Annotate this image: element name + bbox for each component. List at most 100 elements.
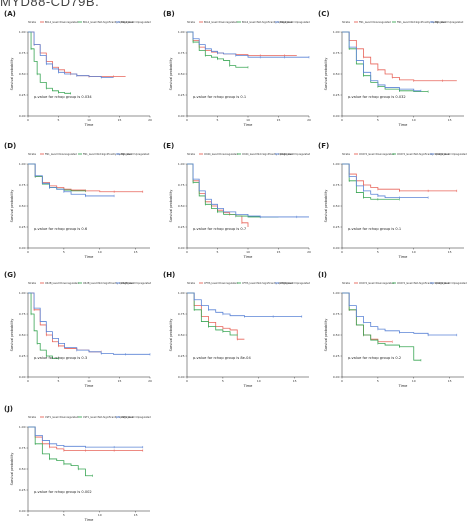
y-tick-label: 0.50 <box>19 204 26 208</box>
y-tick-label: 0.25 <box>178 354 185 358</box>
y-tick-label: 0.25 <box>178 225 185 229</box>
y-tick-label: 1.00 <box>19 162 26 166</box>
y-tick-label: 0.00 <box>19 375 26 379</box>
legend-entry: CSF1_level=Upregulated <box>121 416 151 419</box>
km-panel-5: (E) Strata CD44_level=Downregulated CD44_le… <box>163 142 311 259</box>
survival-curve-1 <box>28 31 126 77</box>
panel-label: (F) <box>318 142 329 150</box>
km-panel-10: (J) Strata CSF1_level=Downregulated CSF1_le… <box>4 405 151 522</box>
p-value-annotation: p-value for rchop group is 0.2 <box>348 356 401 360</box>
survival-curve-1 <box>28 163 143 193</box>
x-tick-label: 5 <box>58 379 60 383</box>
p-value-annotation: p-value for rchop group is 0.032 <box>348 95 406 99</box>
x-tick-label: 15 <box>448 250 452 254</box>
y-tick-label: 0.00 <box>333 114 340 118</box>
survival-curve-3 <box>342 163 429 198</box>
p-value-annotation: p-value for rchop group is 0.7 <box>193 227 246 231</box>
legend-entry: CD274_level=Downregulated <box>359 282 395 285</box>
y-axis-label: Survival probability <box>169 190 173 223</box>
km-panel-8: (H) Strata CFHS_level=Downregulated CFHS_le… <box>163 271 310 388</box>
y-tick-label: 0.25 <box>19 225 26 229</box>
y-tick-label: 0.75 <box>333 312 340 316</box>
panel-label: (G) <box>4 271 16 279</box>
x-axis-label: Time <box>84 255 95 259</box>
y-tick-label: 0.00 <box>178 375 185 379</box>
x-tick-label: 5 <box>377 118 379 122</box>
legend-title: Strata <box>342 152 350 156</box>
x-tick-label: 0 <box>27 379 29 383</box>
x-tick-label: 0 <box>27 250 29 254</box>
legend-entry: FN1_level=Not-Significantly Upregulated <box>397 21 446 24</box>
legend-entry: FN1_level=Downregulated <box>45 153 77 156</box>
figure-caption-fragment: MYD88-CD79B. <box>0 0 100 9</box>
x-tick-label: 20 <box>148 379 152 383</box>
x-tick-label: 0 <box>341 250 343 254</box>
panel-label: (E) <box>163 142 174 150</box>
legend-entry: BCL2_level=Not-Significantly Upregulated <box>83 21 134 24</box>
survival-curve-2 <box>342 31 429 93</box>
y-tick-label: 0.50 <box>19 72 26 76</box>
survival-curve-2 <box>187 31 248 68</box>
x-tick-label: 15 <box>448 379 452 383</box>
x-tick-label: 10 <box>87 118 91 122</box>
x-axis-label: Time <box>398 123 409 127</box>
x-tick-label: 0 <box>27 118 29 122</box>
x-tick-label: 20 <box>307 250 311 254</box>
y-tick-label: 0.75 <box>178 312 185 316</box>
legend-entry: CD44_level=Not-Significantly Upregulated <box>242 153 293 156</box>
legend-entry: CD274_level=Upregulated <box>435 282 467 285</box>
x-tick-label: 0 <box>186 118 188 122</box>
survival-curve-1 <box>342 31 457 82</box>
y-tick-label: 1.00 <box>333 291 340 295</box>
legend-entry: FN1_level=Upregulated <box>435 21 464 24</box>
survival-curve-2 <box>28 31 71 94</box>
survival-curve-1 <box>28 426 143 451</box>
legend-entry: CD274_level=Not-Significantly Upregulate… <box>397 282 450 285</box>
x-tick-label: 5 <box>377 250 379 254</box>
survival-curve-1 <box>28 292 102 353</box>
legend-entry: CR2B_level=Downregulated <box>45 282 79 285</box>
y-tick-label: 0.75 <box>19 312 26 316</box>
x-tick-label: 0 <box>27 513 29 517</box>
y-tick-label: 0.00 <box>19 246 26 250</box>
y-tick-label: 0.00 <box>333 246 340 250</box>
legend-title: Strata <box>28 281 36 285</box>
survival-curve-1 <box>187 163 249 227</box>
survival-curve-2 <box>28 426 93 477</box>
y-tick-label: 1.00 <box>178 162 185 166</box>
legend-entry: BCL2_level=Downregulated <box>45 21 79 24</box>
x-tick-label: 15 <box>293 379 297 383</box>
x-tick-label: 15 <box>277 118 281 122</box>
y-tick-label: 0.75 <box>178 51 185 55</box>
x-tick-label: 5 <box>222 379 224 383</box>
y-axis-label: Survival probability <box>324 58 328 91</box>
legend-title: Strata <box>28 20 36 24</box>
x-axis-label: Time <box>243 384 254 388</box>
survival-curve-1 <box>187 292 245 340</box>
km-panel-7: (G) Strata CR2B_level=Downregulated CR2B_le… <box>4 271 152 388</box>
y-tick-label: 1.00 <box>19 425 26 429</box>
x-tick-label: 15 <box>134 513 138 517</box>
legend-entry: CFHS_level=Upregulated <box>280 282 310 285</box>
panel-label: (C) <box>318 10 330 18</box>
legend-title: Strata <box>187 281 195 285</box>
y-tick-label: 1.00 <box>19 291 26 295</box>
x-tick-label: 10 <box>87 379 91 383</box>
survival-curve-3 <box>342 292 457 336</box>
x-tick-label: 20 <box>307 118 311 122</box>
y-tick-label: 1.00 <box>178 291 185 295</box>
legend-entry: CR2B_level=Not-Significantly Upregulated <box>83 282 134 285</box>
x-axis-label: Time <box>398 255 409 259</box>
y-tick-label: 0.25 <box>333 93 340 97</box>
legend-entry: CD274_level=Downregulated <box>359 153 395 156</box>
legend-entry: FN1_level=Upregulated <box>121 153 150 156</box>
y-axis-label: Survival probability <box>169 319 173 352</box>
x-tick-label: 15 <box>134 250 138 254</box>
x-tick-label: 15 <box>448 118 452 122</box>
x-tick-label: 10 <box>98 513 102 517</box>
y-axis-label: Survival probability <box>324 319 328 352</box>
y-axis-label: Survival probability <box>10 190 14 223</box>
legend-title: Strata <box>28 415 36 419</box>
x-tick-label: 5 <box>63 513 65 517</box>
y-tick-label: 0.50 <box>178 333 185 337</box>
